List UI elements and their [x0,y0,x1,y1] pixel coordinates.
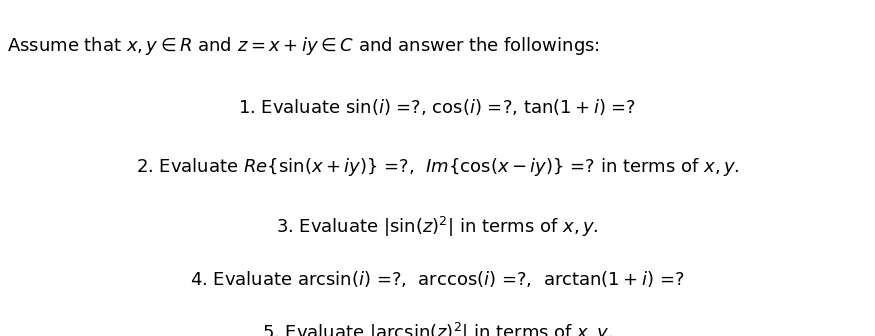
Text: 2. Evaluate $Re\{$sin$(x + iy)\}$ =?,  $Im\{$cos$(x - iy)\}$ =? in terms of $x, : 2. Evaluate $Re\{$sin$(x + iy)\}$ =?, $I… [136,156,739,178]
Text: 5. Evaluate $|\mathrm{arcsin}(z)^2|$ in terms of $x, y$.: 5. Evaluate $|\mathrm{arcsin}(z)^2|$ in … [262,321,613,336]
Text: Assume that $x, y \in R$ and $z = x + iy \in C$ and answer the followings:: Assume that $x, y \in R$ and $z = x + iy… [7,35,600,57]
Text: 3. Evaluate $|\mathrm{sin}(z)^2|$ in terms of $x, y$.: 3. Evaluate $|\mathrm{sin}(z)^2|$ in ter… [276,215,598,239]
Text: 1. Evaluate sin$(i)$ =?, cos$(i)$ =?, tan$(1 + i)$ =?: 1. Evaluate sin$(i)$ =?, cos$(i)$ =?, ta… [238,97,637,118]
Text: 4. Evaluate arcsin$(i)$ =?,  arccos$(i)$ =?,  arctan$(1 + i)$ =?: 4. Evaluate arcsin$(i)$ =?, arccos$(i)$ … [190,269,685,289]
